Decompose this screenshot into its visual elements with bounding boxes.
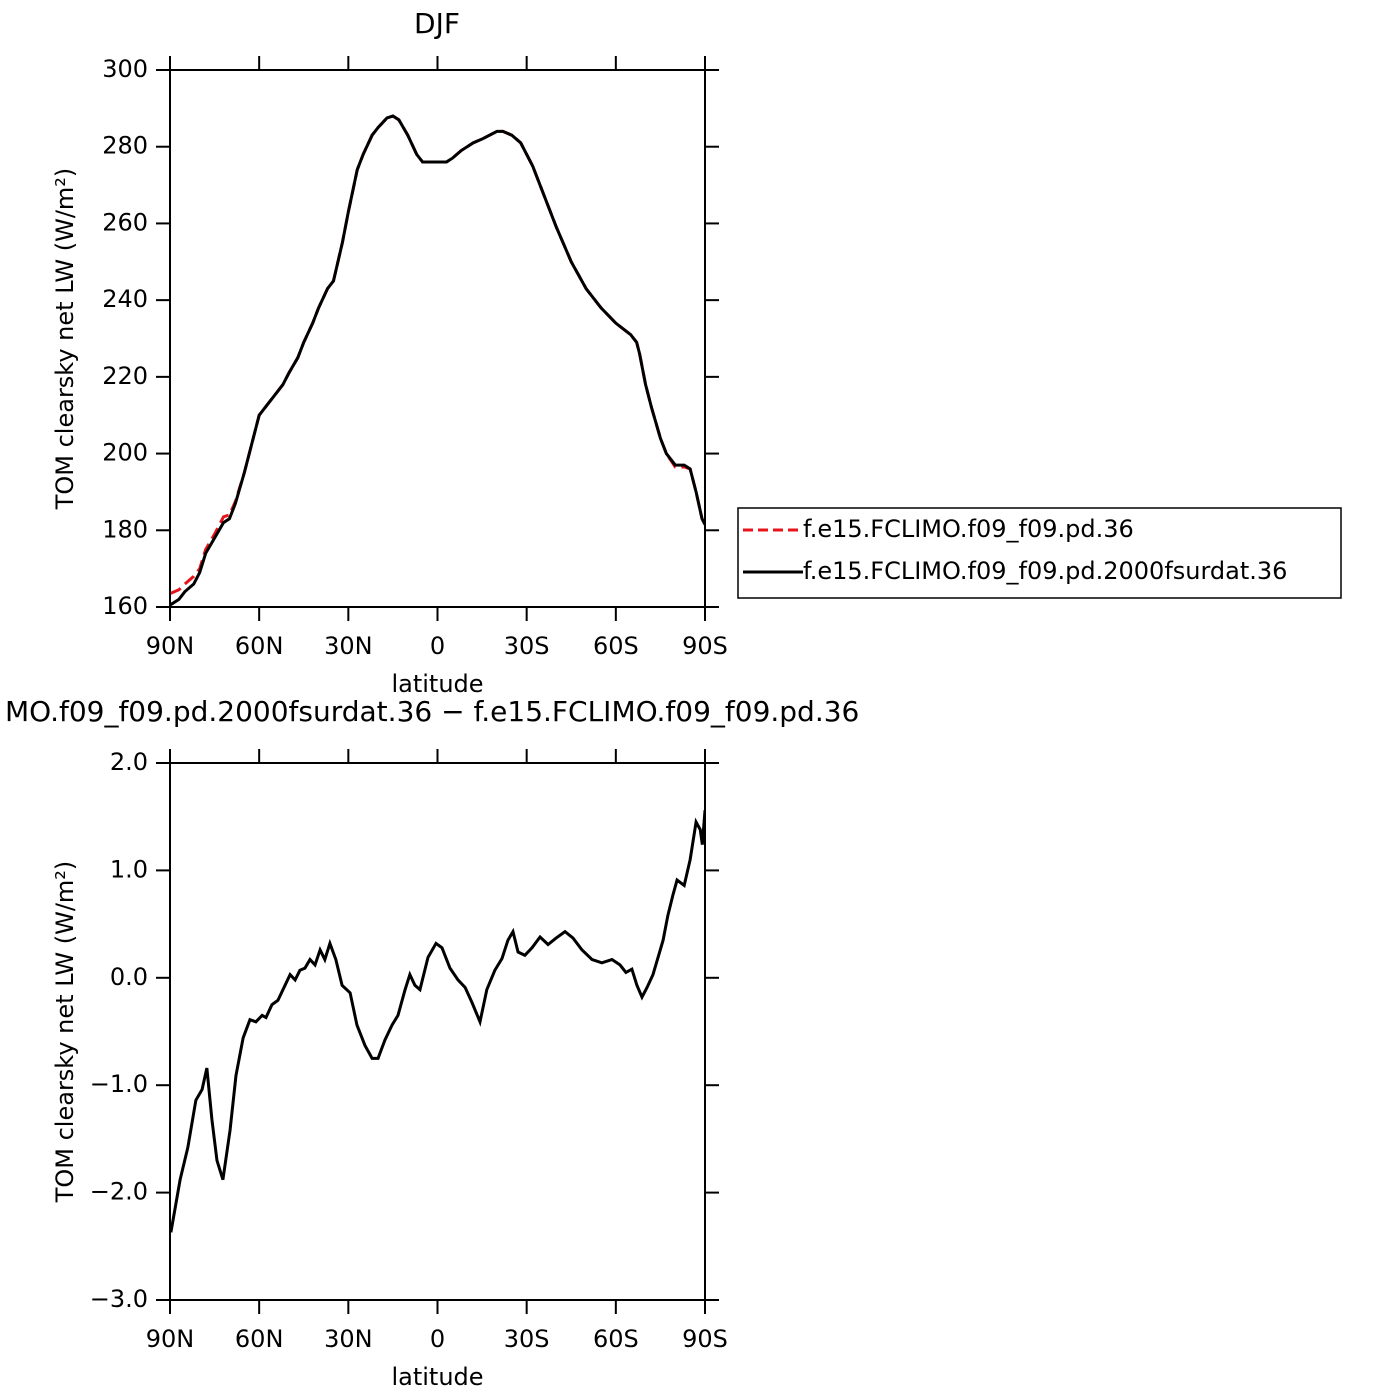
chart-title: DJF bbox=[414, 7, 460, 40]
y-axis-label: TOM clearsky net LW (W/m²) bbox=[51, 168, 79, 511]
x-axis-label: latitude bbox=[391, 670, 483, 698]
y-tick-label: −1.0 bbox=[90, 1070, 148, 1098]
x-tick-label: 60N bbox=[235, 632, 284, 660]
y-tick-label: 200 bbox=[102, 439, 148, 467]
chart-title: MO.f09_f09.pd.2000fsurdat.36 − f.e15.FCL… bbox=[5, 695, 859, 728]
legend-label: f.e15.FCLIMO.f09_f09.pd.36 bbox=[803, 515, 1134, 543]
y-tick-label: 0.0 bbox=[110, 963, 148, 991]
plot-frame bbox=[169, 762, 706, 1301]
y-axis-label: TOM clearsky net LW (W/m²) bbox=[51, 861, 79, 1204]
x-tick-label: 30N bbox=[324, 1325, 373, 1353]
data-line bbox=[170, 114, 705, 607]
legend-label: f.e15.FCLIMO.f09_f09.pd.2000fsurdat.36 bbox=[803, 557, 1287, 585]
y-tick-label: 1.0 bbox=[110, 855, 148, 883]
x-tick-label: 30S bbox=[504, 632, 550, 660]
y-tick-label: 260 bbox=[102, 208, 148, 236]
legend-box bbox=[737, 507, 1342, 599]
y-tick-label: −3.0 bbox=[90, 1285, 148, 1313]
x-tick-label: 30N bbox=[324, 632, 373, 660]
y-tick-label: 280 bbox=[102, 132, 148, 160]
x-tick-label: 90S bbox=[682, 632, 728, 660]
y-tick-label: 160 bbox=[102, 592, 148, 620]
data-line bbox=[170, 810, 705, 1233]
y-tick-label: −2.0 bbox=[90, 1178, 148, 1206]
x-tick-label: 0 bbox=[430, 1325, 445, 1353]
data-line bbox=[170, 114, 705, 595]
x-tick-label: 60N bbox=[235, 1325, 284, 1353]
x-tick-label: 60S bbox=[593, 1325, 639, 1353]
plot-frame bbox=[169, 69, 706, 608]
x-tick-label: 0 bbox=[430, 632, 445, 660]
y-tick-label: 300 bbox=[102, 55, 148, 83]
y-tick-label: 220 bbox=[102, 362, 148, 390]
x-tick-label: 90N bbox=[146, 632, 195, 660]
y-tick-label: 2.0 bbox=[110, 748, 148, 776]
x-tick-label: 90S bbox=[682, 1325, 728, 1353]
y-tick-label: 180 bbox=[102, 515, 148, 543]
x-axis-label: latitude bbox=[391, 1363, 483, 1391]
x-tick-label: 60S bbox=[593, 632, 639, 660]
x-tick-label: 30S bbox=[504, 1325, 550, 1353]
x-tick-label: 90N bbox=[146, 1325, 195, 1353]
y-tick-label: 240 bbox=[102, 285, 148, 313]
